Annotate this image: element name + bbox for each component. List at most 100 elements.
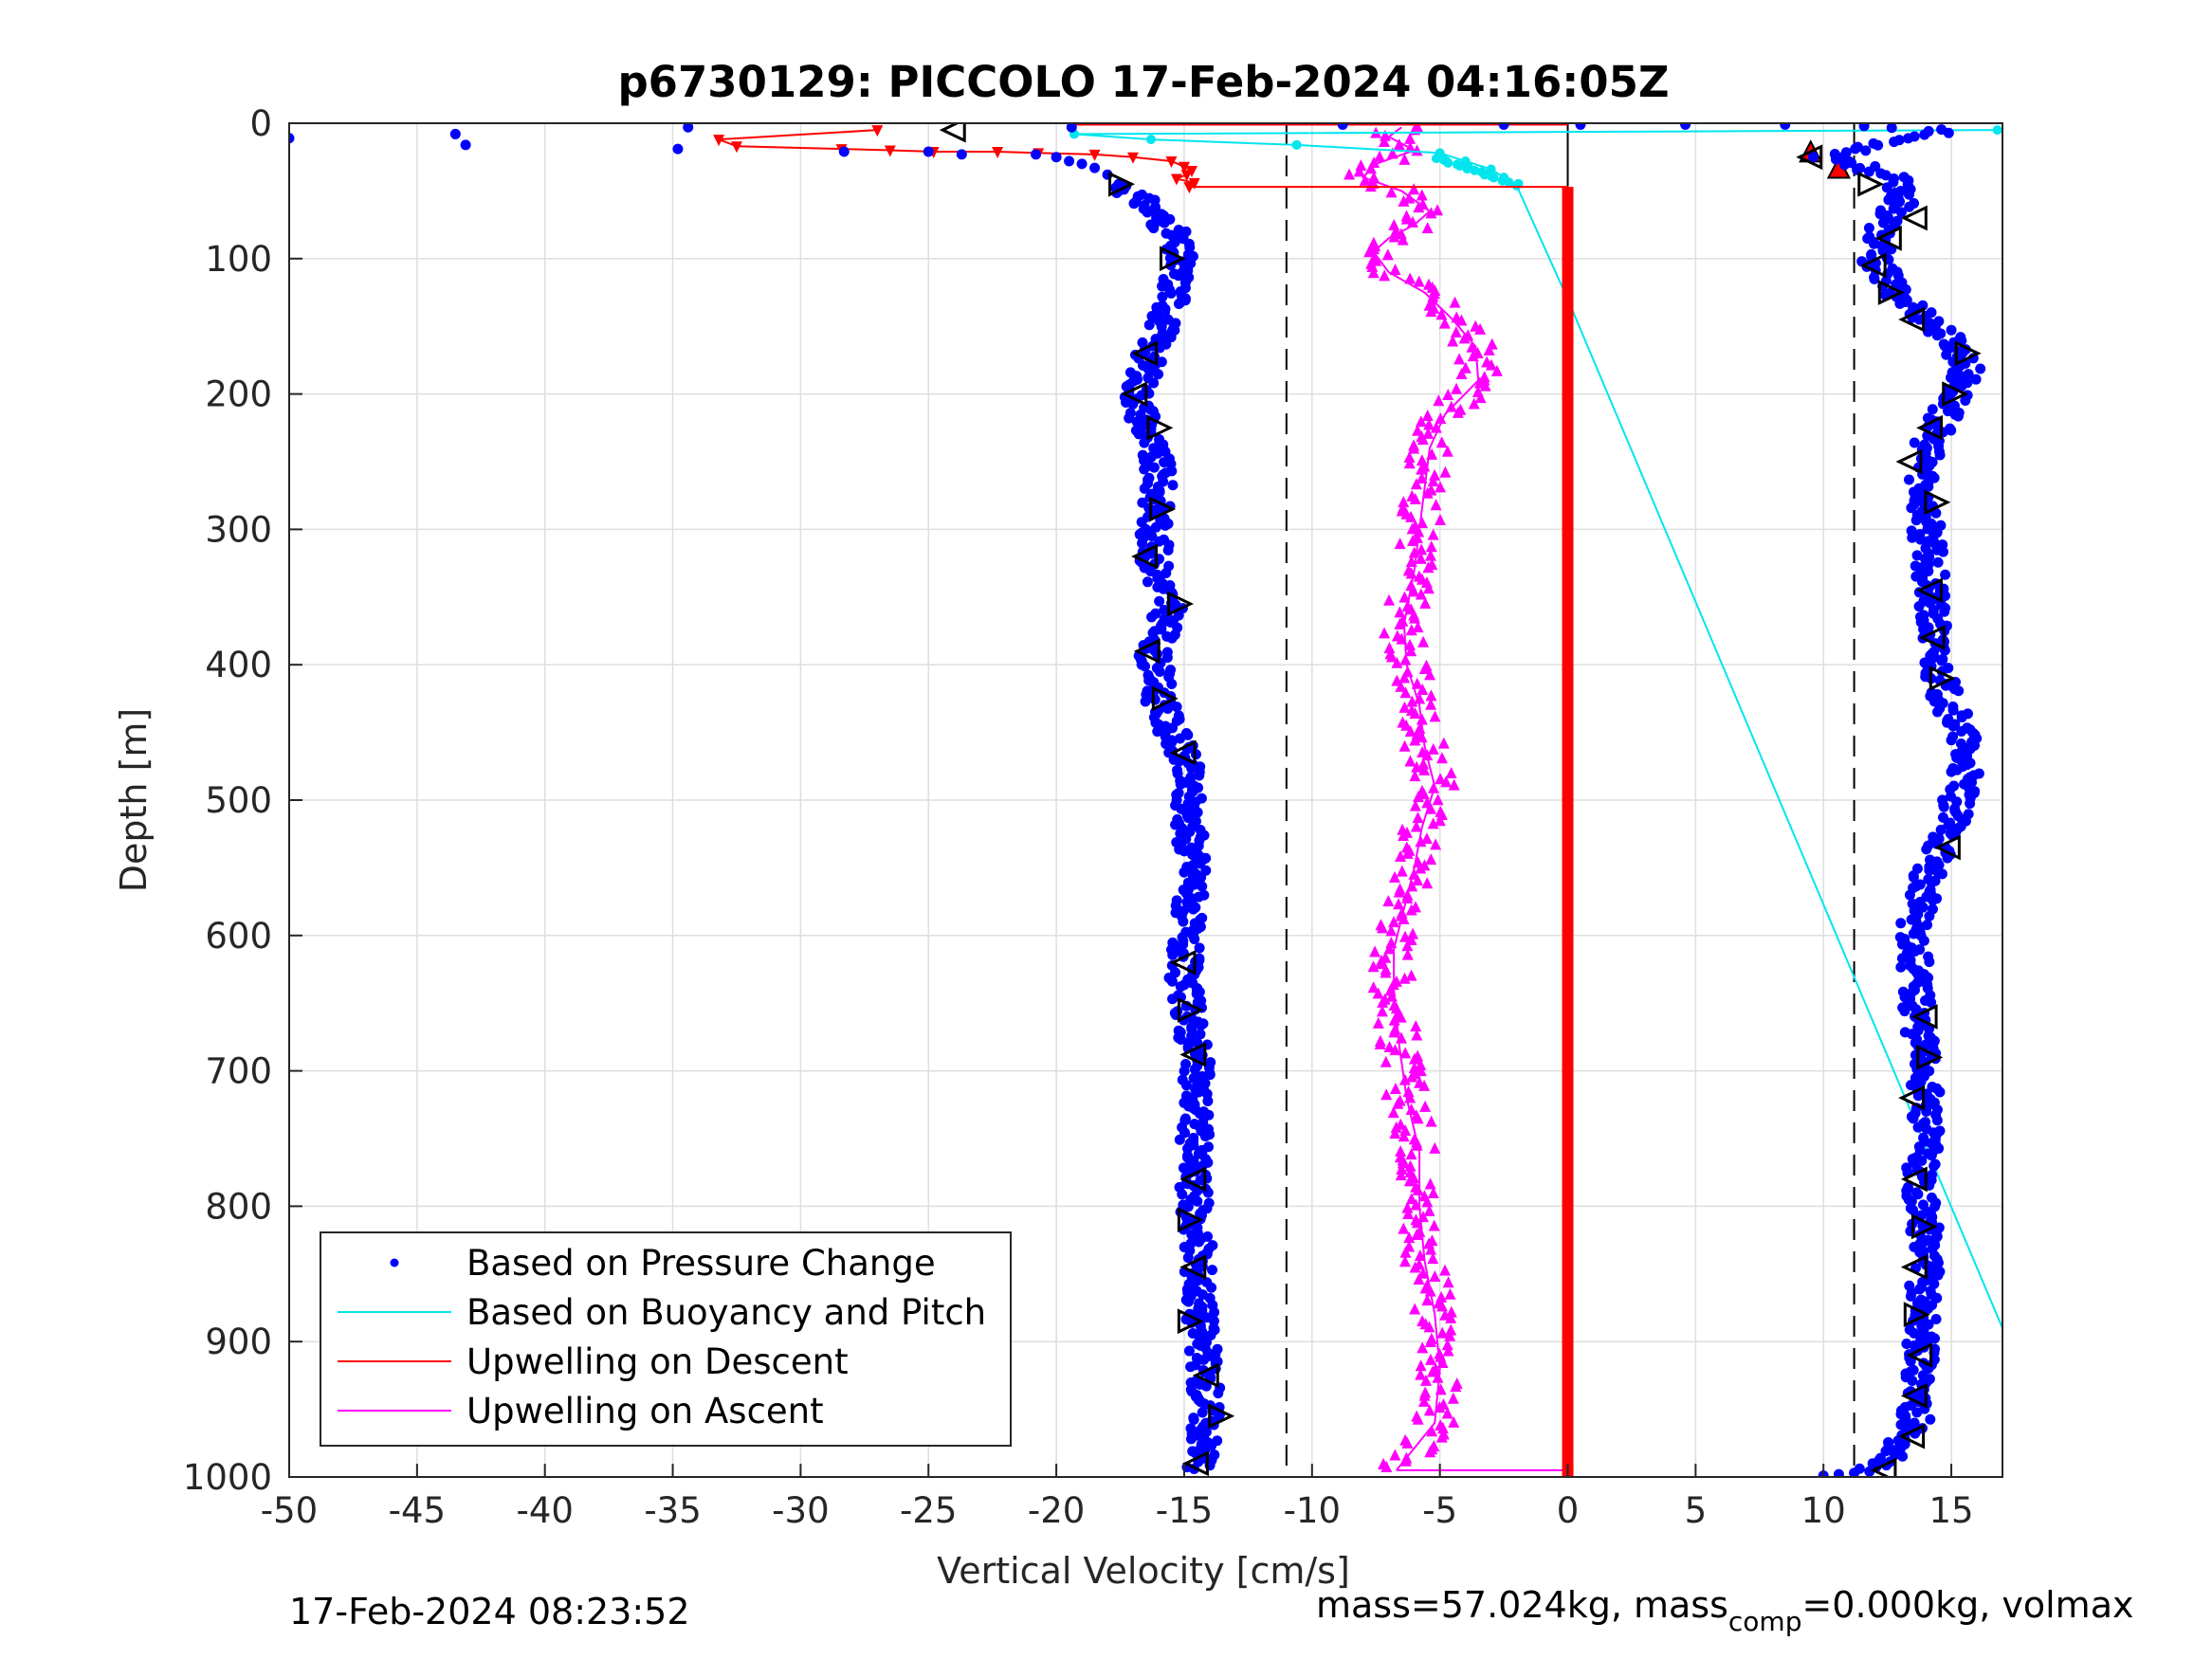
upwelling-ascent-point [1422,582,1435,594]
upwelling-ascent-point [1402,1207,1415,1219]
upwelling-ascent-point [1417,635,1430,647]
pressure-change-point [1167,994,1179,1005]
upwelling-ascent-point [1429,710,1441,722]
upwelling-ascent-point [1441,1407,1453,1419]
pressure-change-point [1182,1201,1194,1212]
upwelling-ascent-point [1429,468,1441,481]
upwelling-ascent-point [1398,1073,1411,1085]
upwelling-ascent-point [1417,1267,1429,1279]
upwelling-ascent-point [1403,451,1416,464]
triangle-marker [1929,665,1956,691]
pressure-change-point [1908,872,1919,884]
pressure-change-point [1142,207,1153,218]
triangle-marker [1131,543,1158,570]
upwelling-ascent-point [1447,335,1459,347]
upwelling-ascent-point [1412,621,1424,633]
y-tick-label: 700 [205,1051,272,1092]
pressure-change-point [1182,1252,1194,1264]
upwelling-ascent-point [1433,394,1445,407]
upwelling-ascent-point [1398,194,1410,207]
upwelling-ascent-point [1399,686,1412,699]
pressure-change-point [1186,763,1197,775]
upwelling-ascent-point [1406,1070,1418,1083]
pressure-change-point [1182,729,1194,740]
pressure-change-point [460,139,471,151]
upwelling-ascent-point [1426,447,1438,460]
upwelling-ascent-point [1436,1326,1449,1339]
upwelling-ascent-point [1417,433,1429,446]
pressure-change-point [1167,480,1179,491]
upwelling-ascent-point [1427,528,1439,540]
pressure-change-point [1124,412,1135,424]
upwelling-ascent-point [1395,1011,1407,1023]
triangle-marker [1910,1213,1938,1240]
upwelling-ascent-point [1369,945,1381,957]
triangle-marker [1121,381,1148,407]
upwelling-ascent-point [1436,1300,1449,1312]
pressure-change-point [1888,203,1899,214]
upwelling-ascent-point [1425,207,1437,219]
upwelling-ascent-point [1406,695,1418,707]
upwelling-ascent-point [1404,725,1417,738]
pressure-change-point [1924,865,1935,876]
upwelling-ascent-point [1380,1088,1393,1101]
x-tick-label: -20 [1028,1490,1085,1531]
upwelling-ascent-point [1414,692,1426,704]
upwelling-ascent-point [1432,204,1444,216]
upwelling-ascent-point [1401,891,1414,903]
pressure-change-point [1895,961,1907,973]
upwelling-ascent-point [1400,719,1413,731]
upwelling-ascent-point [1468,397,1480,410]
triangle-marker [1910,1004,1938,1030]
pressure-change-point [1127,398,1139,410]
pressure-change-point [1912,1090,1924,1102]
pressure-change-point [1139,483,1150,494]
pressure-change-point [1905,1356,1916,1367]
pressure-change-point [1912,1189,1924,1200]
upwelling-ascent-point [1440,775,1453,788]
upwelling-ascent-point [1432,1371,1444,1383]
upwelling-ascent-point [1485,358,1497,371]
upwelling-ascent-point [1419,596,1432,609]
pressure-change-point [1916,1155,1928,1166]
pressure-change-point [1175,981,1186,993]
upwelling-ascent-point [1424,1285,1436,1297]
upwelling-ascent-point [1403,457,1416,469]
pressure-change-point [1946,324,1957,336]
upwelling-ascent-point [1411,1029,1423,1041]
upwelling-ascent-point [1416,471,1428,483]
upwelling-ascent-point [1353,165,1365,177]
pressure-change-point [1931,706,1943,718]
pressure-change-point [1975,363,1986,374]
pressure-change-point [1863,223,1874,234]
upwelling-ascent-point [1410,478,1422,490]
pressure-change-point [1880,170,1892,181]
upwelling-ascent-line [1361,126,1480,1471]
upwelling-ascent-point [1398,591,1411,603]
upwelling-ascent-point [1404,1159,1417,1172]
upwelling-ascent-point [1415,1058,1427,1070]
pressure-change-point [1185,1361,1197,1373]
upwelling-ascent-point [1405,510,1417,522]
triangle-marker [1179,1042,1207,1067]
pressure-change-point [1907,532,1918,543]
upwelling-ascent-point [1367,960,1380,973]
pressure-change-point [683,123,694,133]
upwelling-ascent-point [1479,379,1491,392]
upwelling-ascent-point [1425,689,1437,702]
pressure-change-point [1166,632,1178,644]
pressure-change-point [1214,1411,1225,1422]
upwelling-ascent-point [1416,189,1428,201]
pressure-change-point [1926,996,1937,1008]
pressure-change-point [1153,369,1164,380]
upwelling-ascent-point [1418,1079,1431,1091]
pressure-change-point [1956,381,1967,392]
pressure-change-point [1932,1257,1944,1268]
upwelling-ascent-point [1474,392,1487,404]
upwelling-ascent-point [1466,340,1478,353]
upwelling-ascent-point [1380,966,1392,978]
buoyancy-pitch-point [1145,135,1156,145]
triangle-marker [1167,591,1195,617]
pressure-change-point [1179,1066,1190,1077]
upwelling-ascent-point [1421,486,1434,499]
